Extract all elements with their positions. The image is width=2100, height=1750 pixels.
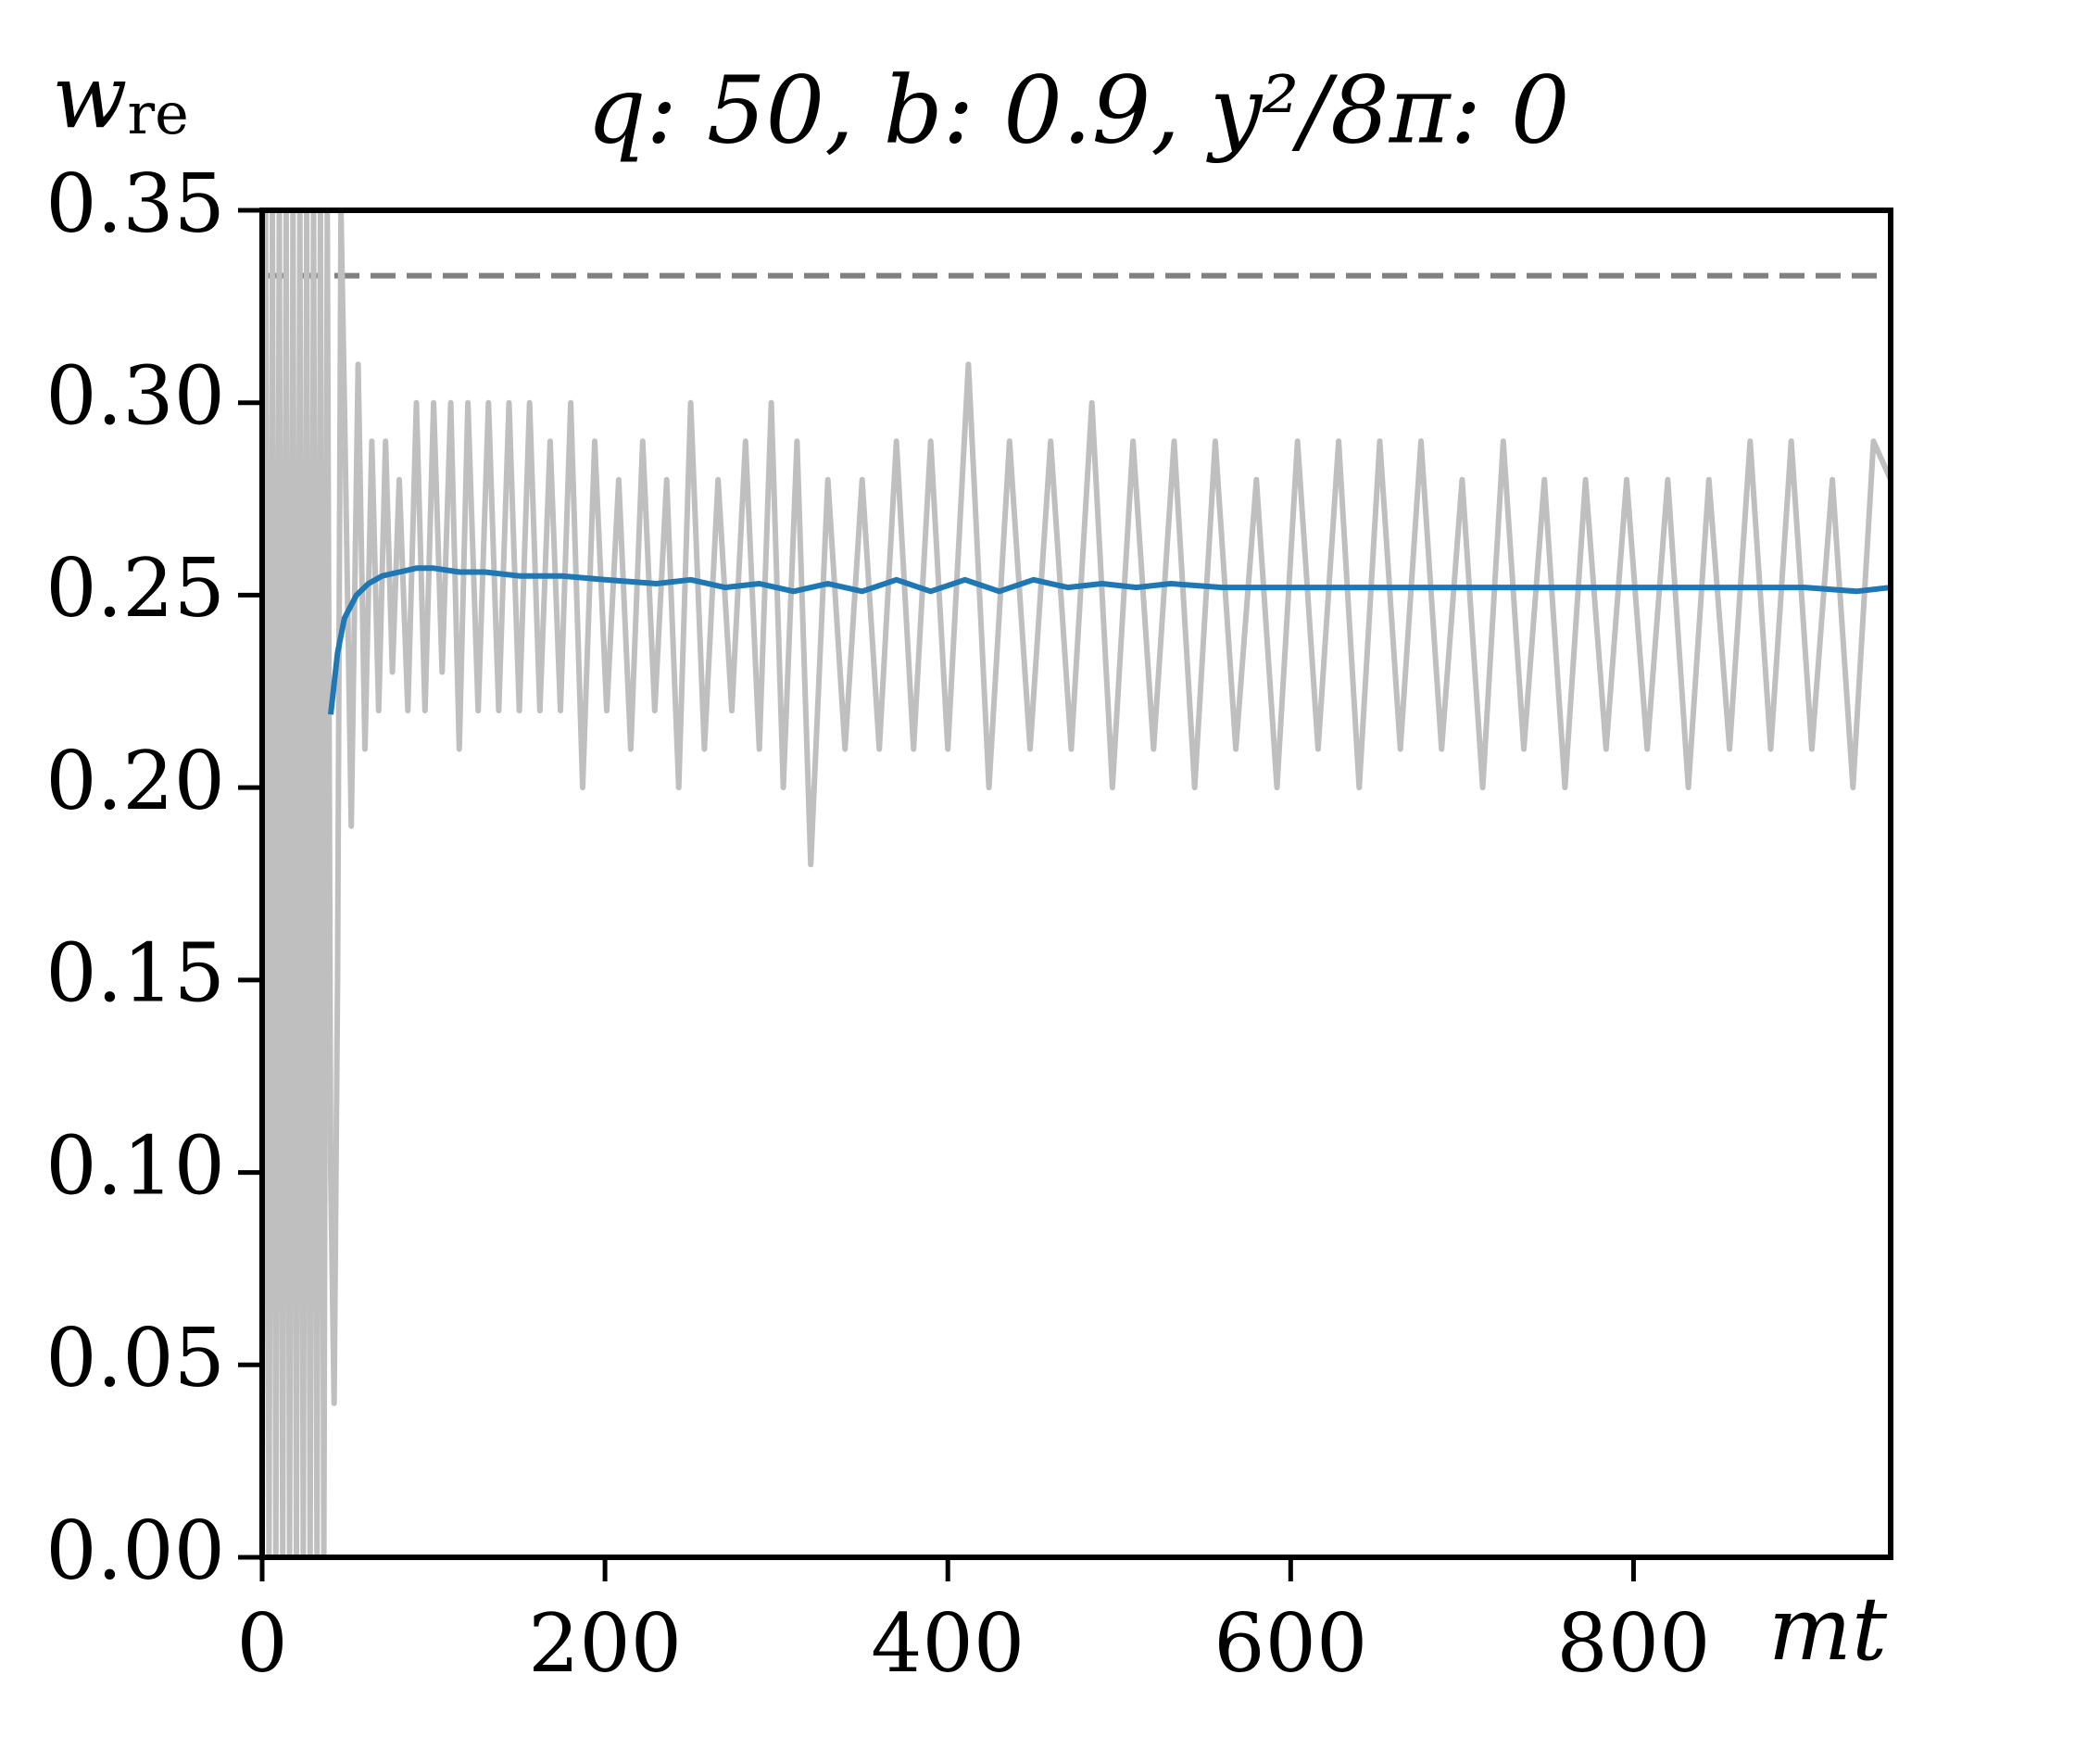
- chart-title: q: 50, b: 0.9, y²/8π: 0: [586, 57, 1569, 165]
- x-tick-label: 200: [528, 1596, 682, 1691]
- y-axis-label: wre: [52, 46, 189, 148]
- y-tick-label: 0.15: [45, 926, 225, 1021]
- x-tick-label: 600: [1213, 1596, 1367, 1691]
- x-tick-label: 400: [871, 1596, 1025, 1691]
- x-tick-label: 800: [1556, 1596, 1710, 1691]
- x-axis-label: mt: [1768, 1579, 1888, 1681]
- x-tick-label: 0: [236, 1596, 287, 1691]
- y-tick-label: 0.30: [45, 349, 225, 444]
- plot-area: [262, 210, 1891, 1557]
- y-tick-label: 0.35: [45, 157, 225, 251]
- y-tick-label: 0.20: [45, 734, 225, 828]
- series-line: [328, 565, 1891, 715]
- y-tick-label: 0.25: [45, 541, 225, 636]
- axes-frame: [259, 208, 1893, 1560]
- y-tick-label: 0.00: [45, 1504, 225, 1598]
- y-tick-label: 0.10: [45, 1118, 225, 1213]
- series-line: [262, 210, 1891, 1557]
- y-tick-label: 0.05: [45, 1311, 225, 1405]
